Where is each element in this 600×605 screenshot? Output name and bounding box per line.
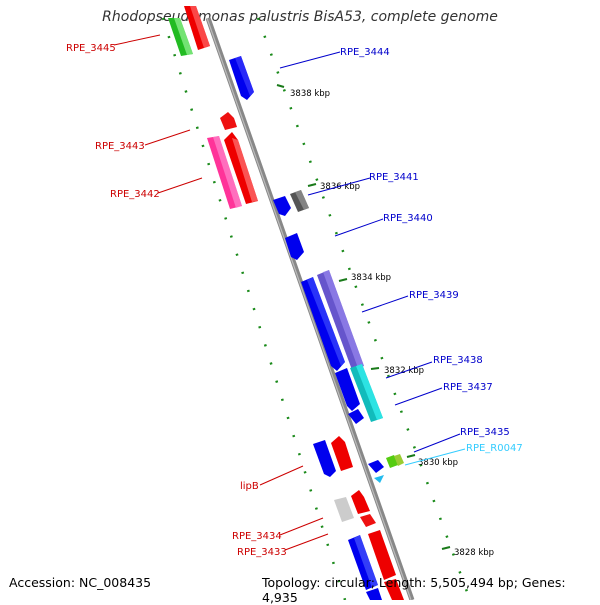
label-lipB: lipB (240, 481, 259, 492)
gene-small-red-arrow (220, 112, 237, 130)
leader-RPE_R0047 (404, 448, 466, 466)
label-RPE_3438: RPE_3438 (433, 355, 483, 366)
label-RPE_3445: RPE_3445 (66, 43, 116, 54)
tick-mark-3834 (338, 278, 348, 282)
outer-dotted-arc (256, 17, 472, 600)
gene-RPE_3441-blue (273, 196, 291, 216)
gene-RPE_3445-red-highlight (190, 6, 210, 48)
gene-RPE_3437-blue (335, 368, 360, 411)
gene-bottom-blue-highlight (354, 535, 378, 588)
leader-RPE_3440 (334, 218, 384, 237)
tick-mark-3828 (441, 546, 451, 550)
leader-RPE_3443 (144, 129, 191, 146)
label-RPE_3437: RPE_3437 (443, 382, 493, 393)
leader-RPE_3439 (361, 295, 409, 313)
label-RPE_3440: RPE_3440 (383, 213, 433, 224)
leader-RPE_3442 (157, 177, 203, 194)
label-RPE_R0047: RPE_R0047 (466, 443, 523, 454)
forward-strand-genes (229, 56, 404, 600)
gene-bottom-blue-2 (366, 588, 382, 600)
gene-RPE_3435-olive (394, 454, 404, 466)
gene-RPE_3433-red-small (360, 514, 376, 527)
leader-RPE_3438 (385, 361, 433, 379)
gene-RPE_3439-blue-highlight (307, 277, 345, 366)
topology-label: Topology: circular; Length: 5,505,494 bp… (262, 575, 566, 605)
tick-mark-3830 (406, 454, 416, 458)
tick-mark-3832 (370, 367, 380, 370)
gene-RPE_3437-blue-small (348, 409, 364, 424)
genome-backbone (205, 17, 415, 600)
label-RPE_3439: RPE_3439 (409, 290, 459, 301)
tick-label-3836: 3836 kbp (320, 182, 360, 192)
reverse-strand-genes (168, 6, 404, 600)
label-RPE_3433: RPE_3433 (237, 547, 287, 558)
gene-RPE_3443-pink-highlight (213, 136, 242, 208)
tick-label-3834: 3834 kbp (351, 273, 391, 283)
tick-label-3830: 3830 kbp (418, 458, 458, 468)
label-RPE_3442: RPE_3442 (110, 189, 160, 200)
leader-RPE_3434 (279, 517, 324, 536)
leader-RPE_3445 (113, 34, 161, 46)
leader-RPE_3441 (307, 177, 371, 196)
leader-RPE_3437 (394, 387, 443, 406)
kbp-tick-labels: 3838 kbp 3836 kbp 3834 kbp 3832 kbp 3830… (290, 89, 494, 558)
label-RPE_3441: RPE_3441 (369, 172, 419, 183)
label-RPE_3444: RPE_3444 (340, 47, 390, 58)
tick-label-3832: 3832 kbp (384, 366, 424, 376)
tick-label-3828: 3828 kbp (454, 548, 494, 558)
gene-RPE_3441-grey-highlight (295, 190, 309, 210)
accession-label: Accession: NC_008435 (9, 575, 152, 590)
gene-RPE_R0047-trna (374, 475, 384, 483)
leader-lipB (259, 465, 304, 486)
gene-RPE_3445-green-highlight (174, 18, 193, 55)
gene-RPE_3444-highlight (235, 56, 254, 96)
label-RPE_3435: RPE_3435 (460, 427, 510, 438)
gene-RPE_3434-red (351, 490, 370, 514)
gene-RPE_3435-blue (368, 460, 384, 473)
dotted-arcs (161, 17, 472, 600)
tick-mark-3836 (307, 183, 317, 187)
leader-RPE_3444 (279, 51, 341, 69)
gene-RPE_3438-teal-highlight (356, 364, 383, 420)
leader-RPE_3435 (413, 433, 461, 453)
leader-RPE_3433 (284, 533, 329, 551)
gene-RPE_3439-purple-highlight (323, 270, 364, 368)
gene-RPE_3436-blue (313, 440, 336, 477)
gene-RPE_3434-grey (334, 497, 354, 522)
gene-labels: RPE_3445 RPE_3443 RPE_3442 lipB RPE_3434… (66, 43, 523, 558)
gene-lipB-red (331, 436, 353, 471)
gene-RPE_3440-blue (285, 233, 304, 260)
label-RPE_3434: RPE_3434 (232, 531, 282, 542)
leader-lines (113, 34, 466, 551)
genome-backbone-highlight (206, 17, 412, 600)
gene-RPE_3433-red (368, 530, 396, 580)
label-RPE_3443: RPE_3443 (95, 141, 145, 152)
inner-dotted-arc (161, 17, 347, 600)
tick-mark-3838 (276, 84, 285, 88)
gene-RPE_3442-red-highlight (232, 138, 258, 202)
tick-label-3838: 3838 kbp (290, 89, 330, 99)
gene-bottom-red (384, 579, 404, 600)
kbp-ticks (276, 84, 451, 550)
